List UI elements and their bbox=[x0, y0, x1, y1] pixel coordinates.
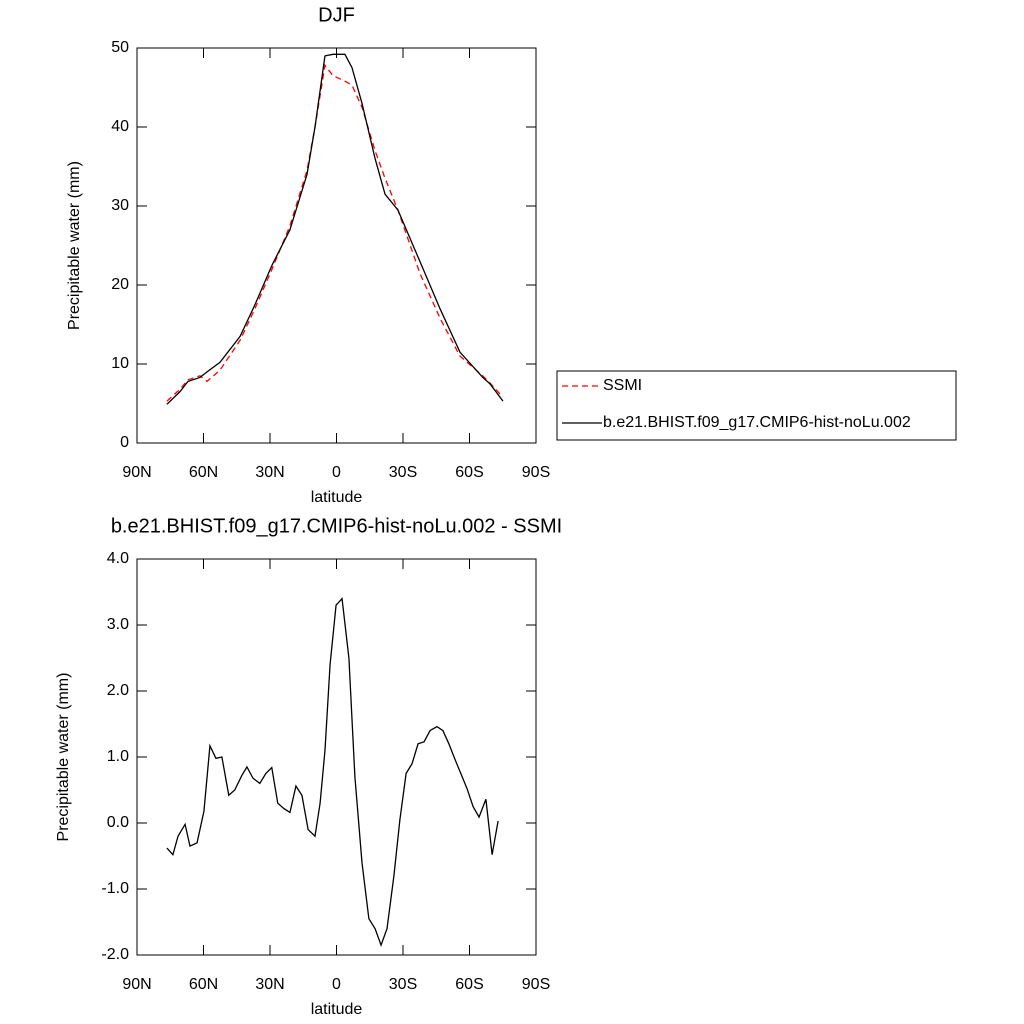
x-axis-label: latitude bbox=[311, 1001, 363, 1018]
y-tick-label: 30 bbox=[111, 197, 129, 214]
x-tick-label: 30N bbox=[255, 976, 284, 993]
y-tick-label: -2.0 bbox=[101, 946, 129, 963]
x-tick-label: 0 bbox=[332, 464, 341, 481]
y-tick-label: 10 bbox=[111, 355, 129, 372]
y-tick-label: 50 bbox=[111, 39, 129, 56]
y-tick-label: 3.0 bbox=[107, 616, 129, 633]
x-tick-label: 90S bbox=[522, 976, 550, 993]
x-tick-label: 90N bbox=[122, 464, 151, 481]
x-tick-label: 30N bbox=[255, 464, 284, 481]
legend-label: SSMI bbox=[603, 377, 642, 394]
chart-title: DJF bbox=[318, 4, 355, 26]
y-tick-label: 0.0 bbox=[107, 814, 129, 831]
y-tick-label: 40 bbox=[111, 118, 129, 135]
plot-frame bbox=[136, 47, 537, 444]
y-tick-label: 1.0 bbox=[107, 748, 129, 765]
x-tick-label: 60S bbox=[455, 976, 483, 993]
x-axis-label: latitude bbox=[311, 489, 363, 506]
legend-label: b.e21.BHIST.f09_g17.CMIP6-hist-noLu.002 bbox=[603, 414, 911, 431]
x-tick-label: 90N bbox=[122, 976, 151, 993]
legend-box bbox=[556, 370, 957, 441]
x-tick-label: 60S bbox=[455, 464, 483, 481]
plot-frame bbox=[136, 558, 537, 956]
data-line bbox=[166, 53, 504, 405]
x-tick-label: 60N bbox=[189, 464, 218, 481]
y-axis-label: Precipitable water (mm) bbox=[66, 161, 83, 330]
y-axis-label: Precipitable water (mm) bbox=[55, 673, 72, 842]
x-tick-label: 90S bbox=[522, 464, 550, 481]
data-line bbox=[166, 63, 504, 402]
x-tick-label: 60N bbox=[189, 976, 218, 993]
x-tick-label: 30S bbox=[389, 464, 417, 481]
y-tick-label: 20 bbox=[111, 276, 129, 293]
y-tick-label: 2.0 bbox=[107, 682, 129, 699]
y-tick-label: 4.0 bbox=[107, 550, 129, 567]
x-tick-label: 30S bbox=[389, 976, 417, 993]
x-tick-label: 0 bbox=[332, 976, 341, 993]
chart-title: b.e21.BHIST.f09_g17.CMIP6-hist-noLu.002 … bbox=[111, 515, 562, 537]
y-tick-label: 0 bbox=[120, 434, 129, 451]
y-tick-label: -1.0 bbox=[101, 880, 129, 897]
data-line bbox=[166, 597, 499, 948]
